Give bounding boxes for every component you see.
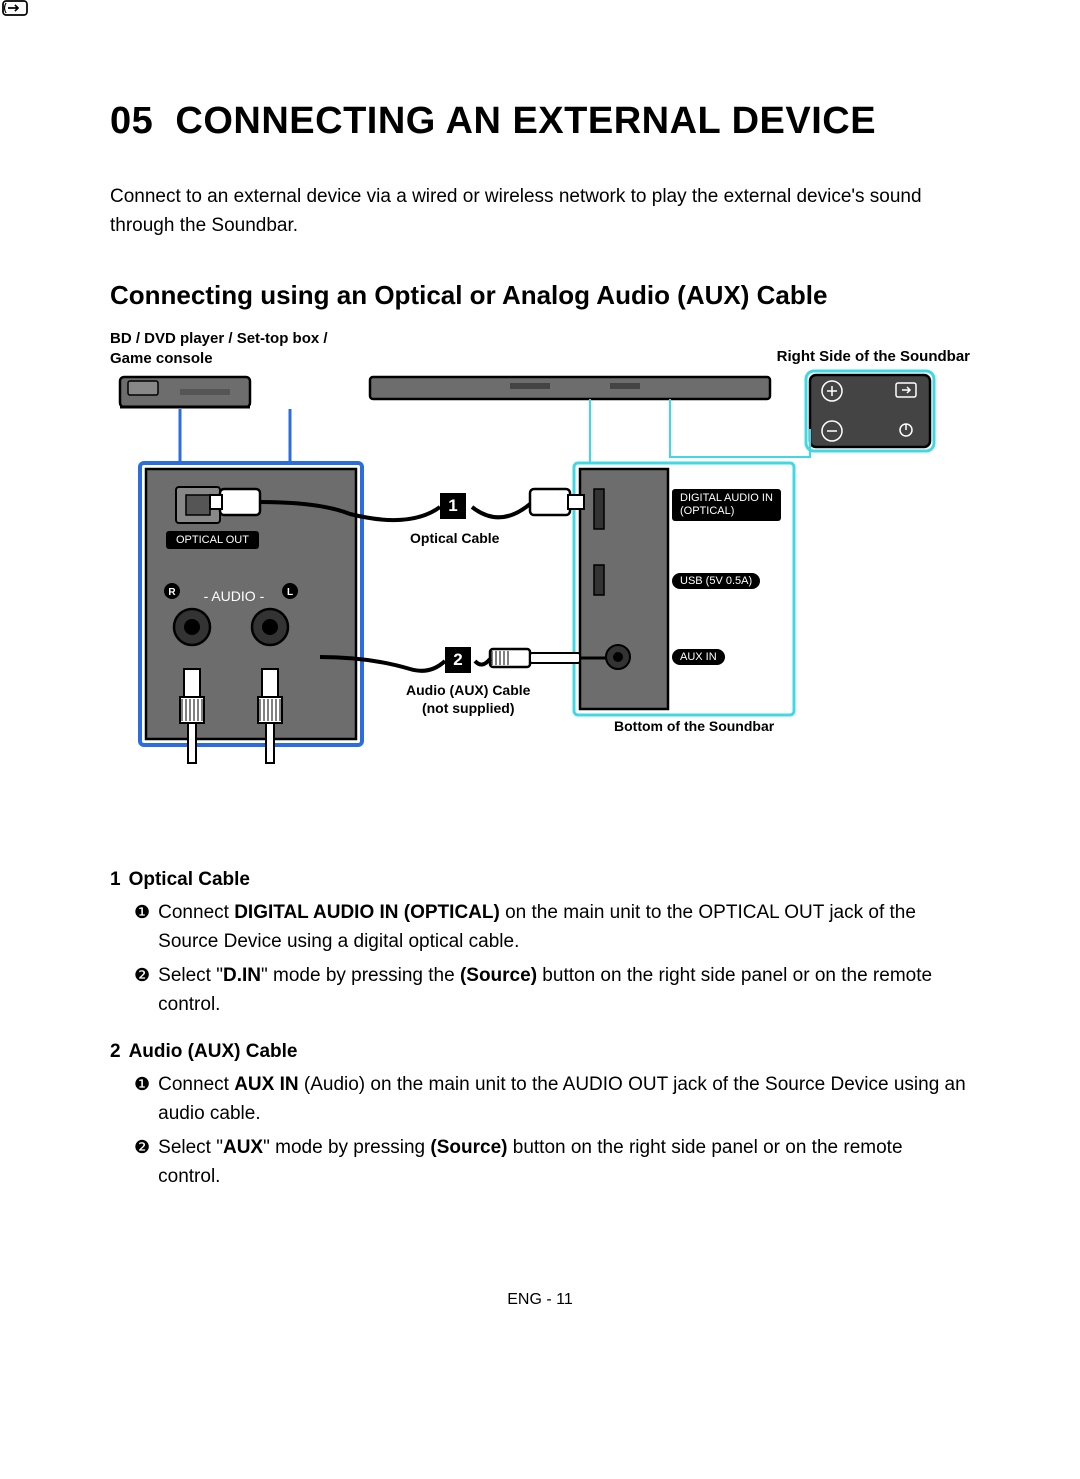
callout-2: 2 [445,647,471,673]
intro-text: Connect to an external device via a wire… [110,183,970,240]
callout-1: 1 [440,493,466,519]
audio-rl-label: - AUDIO - [188,587,264,605]
chapter-title-text: CONNECTING AN EXTERNAL DEVICE [175,100,876,142]
optical-out-label: OPTICAL OUT [166,531,259,549]
bullet-2-icon: ❷ [134,962,150,1019]
instr-2-step-2: ❷ Select "AUX" mode by pressing (Source)… [110,1134,970,1191]
connection-diagram: BD / DVD player / Set-top box / Game con… [110,329,970,809]
source-icon [2,0,28,16]
instr-2-step-1: ❶ Connect AUX IN (Audio) on the main uni… [110,1071,970,1128]
instructions: 1 Optical Cable ❶ Connect DIGITAL AUDIO … [110,869,970,1191]
callout-1-label: Optical Cable [410,529,499,547]
svg-text:R: R [168,587,176,598]
usb-label: USB (5V 0.5A) [672,573,760,589]
instruction-block-2: 2 Audio (AUX) Cable ❶ Connect AUX IN (Au… [110,1041,970,1191]
rca-plug-left [180,669,204,763]
instr-1-step-1: ❶ Connect DIGITAL AUDIO IN (OPTICAL) on … [110,899,970,956]
section-title: Connecting using an Optical or Analog Au… [110,280,970,311]
page-footer: ENG - 11 [110,1291,970,1309]
bullet-1-icon: ❶ [134,899,150,956]
digital-audio-in-label: DIGITAL AUDIO IN (OPTICAL) [672,489,781,521]
aux-in-label: AUX IN [672,649,725,665]
chapter-number: 05 [110,100,153,142]
bullet-2-icon: ❷ [134,1134,150,1191]
diagram-svg: R L [110,329,970,809]
callout-2-label: Audio (AUX) Cable (not supplied) [406,681,530,717]
chapter-title: 05 CONNECTING AN EXTERNAL DEVICE [110,100,970,143]
bullet-1-icon: ❶ [134,1071,150,1128]
instruction-block-1: 1 Optical Cable ❶ Connect DIGITAL AUDIO … [110,869,970,1019]
bottom-soundbar-label: Bottom of the Soundbar [614,717,774,735]
svg-text:L: L [287,587,293,598]
instr-1-heading: 1 Optical Cable [110,869,970,891]
instr-1-step-2: ❷ Select "D.IN" mode by pressing the (So… [110,962,970,1019]
instr-2-heading: 2 Audio (AUX) Cable [110,1041,970,1063]
rca-plug-right [258,669,282,763]
